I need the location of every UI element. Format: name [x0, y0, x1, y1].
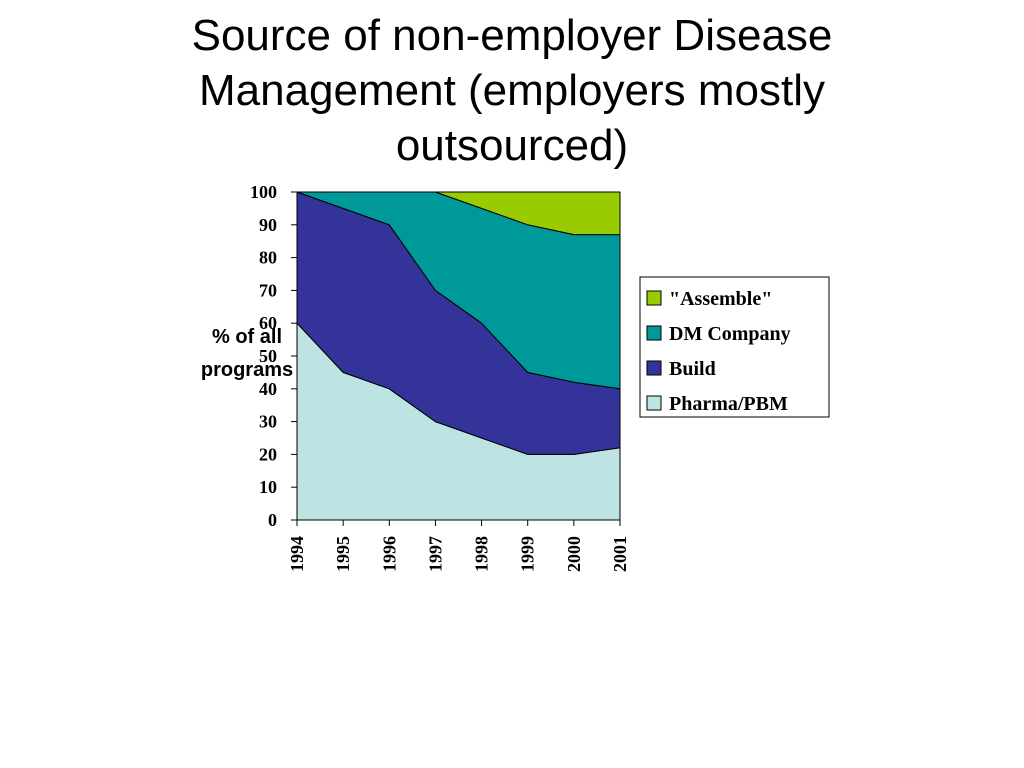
- legend-frame: [639, 276, 830, 418]
- x-tick-label: 1999: [518, 536, 538, 572]
- y-axis-label-line-2: programs: [201, 359, 293, 381]
- legend-swatch-assemble: [646, 290, 662, 306]
- title-line-2: Management (employers mostly: [198, 66, 825, 115]
- legend-label-dm-company: DM Company: [669, 323, 791, 345]
- legend-swatch-pharma-pbm: [646, 395, 662, 411]
- y-tick-label: 20: [259, 444, 277, 464]
- legend-label-assemble: "Assemble": [669, 288, 772, 310]
- x-tick-label: 2000: [564, 536, 584, 572]
- legend: "Assemble" DM Company Build Pharma/PBM: [639, 276, 830, 418]
- title-line-1: Source of non-employer Disease: [191, 11, 833, 60]
- y-tick-label: 0: [268, 510, 277, 530]
- y-tick-label: 40: [259, 379, 277, 399]
- y-tick-label: 60: [259, 313, 277, 333]
- y-tick-label: 100: [250, 182, 277, 202]
- x-tick-label: 1996: [379, 536, 399, 572]
- y-tick-label: 30: [259, 412, 277, 432]
- axes-layer: 0 10 20 30 40 50 60 70 80 90 100 1994 1995 1996 1997 19…: [250, 182, 630, 572]
- title-line-3: outsourced): [395, 121, 629, 170]
- x-tick-label: 1995: [333, 536, 353, 572]
- x-tick-label: 1998: [472, 536, 492, 572]
- y-tick-label: 50: [259, 346, 277, 366]
- y-tick-label: 10: [259, 477, 277, 497]
- area-layer: [296, 191, 621, 521]
- y-tick-label: 70: [259, 280, 277, 300]
- legend-swatch-dm-company: [646, 325, 662, 341]
- legend-label-build: Build: [669, 358, 716, 380]
- area-assemble: [296, 191, 621, 236]
- legend-label-pharma-pbm: Pharma/PBM: [669, 393, 788, 415]
- y-tick-label: 90: [259, 215, 277, 235]
- slide-title: Source of non-employer Disease Managemen…: [62, 8, 962, 173]
- x-tick-label: 2001: [610, 536, 630, 572]
- x-tick-label: 1997: [425, 536, 445, 572]
- y-axis-label-line-1: % of all: [212, 326, 282, 348]
- y-tick-label: 80: [259, 248, 277, 268]
- legend-swatch-build: [646, 360, 662, 376]
- x-tick-label: 1994: [287, 536, 307, 572]
